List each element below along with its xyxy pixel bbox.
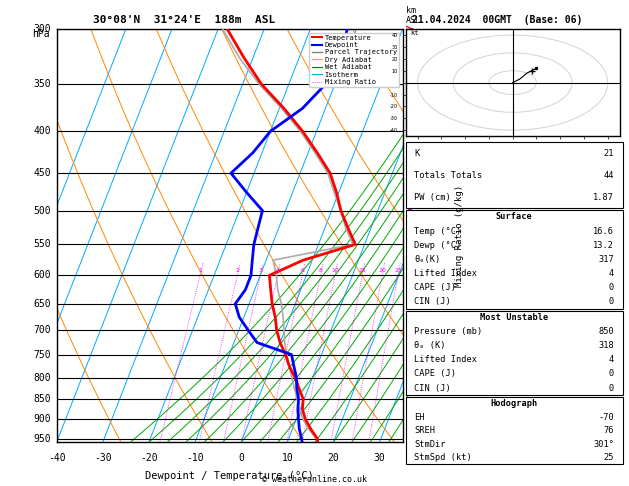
- Text: 1.87: 1.87: [593, 192, 614, 202]
- Text: 4: 4: [609, 269, 614, 278]
- Text: Hodograph: Hodograph: [491, 399, 538, 408]
- Text: 30°08'N  31°24'E  188m  ASL: 30°08'N 31°24'E 188m ASL: [94, 15, 276, 25]
- Text: 20: 20: [378, 268, 386, 273]
- Text: 1: 1: [198, 268, 202, 273]
- Text: 1: 1: [406, 414, 412, 423]
- Text: θₑ(K): θₑ(K): [415, 255, 441, 264]
- Text: 800: 800: [34, 372, 52, 382]
- Text: 0: 0: [609, 297, 614, 306]
- Text: Dewpoint / Temperature (°C): Dewpoint / Temperature (°C): [145, 471, 314, 481]
- Text: 950: 950: [34, 434, 52, 444]
- Text: kt: kt: [411, 30, 419, 36]
- Text: 0: 0: [238, 452, 244, 463]
- Text: CIN (J): CIN (J): [415, 383, 451, 393]
- Text: 21: 21: [604, 149, 614, 158]
- Text: -40: -40: [48, 452, 65, 463]
- Text: -10: -10: [186, 452, 204, 463]
- Text: Mixing Ratio (g/kg): Mixing Ratio (g/kg): [455, 185, 464, 287]
- FancyBboxPatch shape: [406, 142, 623, 208]
- Text: 450: 450: [34, 168, 52, 178]
- Text: Pressure (mb): Pressure (mb): [415, 327, 482, 336]
- Text: 3: 3: [406, 330, 412, 340]
- Text: StmDir: StmDir: [415, 439, 446, 449]
- Text: 10: 10: [281, 452, 293, 463]
- Text: 317: 317: [598, 255, 614, 264]
- Text: 8: 8: [319, 268, 323, 273]
- Text: Most Unstable: Most Unstable: [480, 313, 548, 322]
- Text: -30: -30: [94, 452, 111, 463]
- Text: 21.04.2024  00GMT  (Base: 06): 21.04.2024 00GMT (Base: 06): [412, 15, 582, 25]
- Text: 3: 3: [259, 268, 262, 273]
- Legend: Temperature, Dewpoint, Parcel Trajectory, Dry Adiabat, Wet Adiabat, Isotherm, Mi: Temperature, Dewpoint, Parcel Trajectory…: [309, 33, 399, 87]
- Text: Surface: Surface: [496, 212, 533, 222]
- Text: hPa: hPa: [33, 29, 50, 39]
- Text: 350: 350: [34, 79, 52, 89]
- Text: 300: 300: [34, 24, 52, 34]
- Text: 0: 0: [609, 383, 614, 393]
- Text: 700: 700: [34, 325, 52, 335]
- Text: K: K: [415, 149, 420, 158]
- Text: CIN (J): CIN (J): [415, 297, 451, 306]
- Text: 500: 500: [34, 206, 52, 216]
- Text: 16.6: 16.6: [593, 226, 614, 236]
- Text: 10: 10: [331, 268, 339, 273]
- Text: 0: 0: [609, 283, 614, 292]
- Text: CAPE (J): CAPE (J): [415, 283, 457, 292]
- Text: 900: 900: [34, 415, 52, 424]
- Text: 44: 44: [604, 171, 614, 180]
- Text: 400: 400: [34, 126, 52, 137]
- Text: 850: 850: [598, 327, 614, 336]
- Text: 5: 5: [406, 246, 412, 256]
- Text: θₑ (K): θₑ (K): [415, 341, 446, 350]
- Text: km
ASL: km ASL: [406, 6, 421, 25]
- Text: Lifted Index: Lifted Index: [415, 269, 477, 278]
- Text: 750: 750: [34, 349, 52, 360]
- Text: StmSpd (kt): StmSpd (kt): [415, 453, 472, 462]
- Text: Lifted Index: Lifted Index: [415, 355, 477, 364]
- Text: 15: 15: [359, 268, 366, 273]
- Text: 6: 6: [301, 268, 304, 273]
- Text: 4: 4: [609, 355, 614, 364]
- Text: 30: 30: [374, 452, 386, 463]
- Text: 318: 318: [598, 341, 614, 350]
- FancyBboxPatch shape: [406, 210, 623, 309]
- Text: EH: EH: [415, 413, 425, 422]
- Text: 13.2: 13.2: [593, 241, 614, 250]
- Text: -20: -20: [140, 452, 158, 463]
- FancyBboxPatch shape: [406, 397, 623, 464]
- Text: 20: 20: [328, 452, 339, 463]
- Text: © weatheronline.co.uk: © weatheronline.co.uk: [262, 474, 367, 484]
- Text: Dewp (°C): Dewp (°C): [415, 241, 462, 250]
- Text: 550: 550: [34, 240, 52, 249]
- Text: 8: 8: [406, 106, 412, 116]
- Text: 25: 25: [604, 453, 614, 462]
- Text: LCL: LCL: [406, 433, 422, 442]
- Text: 6: 6: [406, 202, 412, 212]
- Text: -70: -70: [598, 413, 614, 422]
- Text: 600: 600: [34, 270, 52, 280]
- Text: 2: 2: [235, 268, 240, 273]
- Text: PW (cm): PW (cm): [415, 192, 451, 202]
- Text: 76: 76: [604, 426, 614, 435]
- Text: 25: 25: [394, 268, 402, 273]
- Text: 2: 2: [406, 373, 412, 383]
- Text: SREH: SREH: [415, 426, 435, 435]
- Text: 850: 850: [34, 394, 52, 404]
- Text: CAPE (J): CAPE (J): [415, 369, 457, 379]
- Text: 4: 4: [276, 268, 279, 273]
- Text: 301°: 301°: [593, 439, 614, 449]
- Text: 650: 650: [34, 299, 52, 309]
- Text: 4: 4: [406, 288, 412, 297]
- Text: Totals Totals: Totals Totals: [415, 171, 482, 180]
- FancyBboxPatch shape: [406, 311, 623, 395]
- Text: 0: 0: [609, 369, 614, 379]
- Text: 7: 7: [406, 158, 412, 169]
- Text: Temp (°C): Temp (°C): [415, 226, 462, 236]
